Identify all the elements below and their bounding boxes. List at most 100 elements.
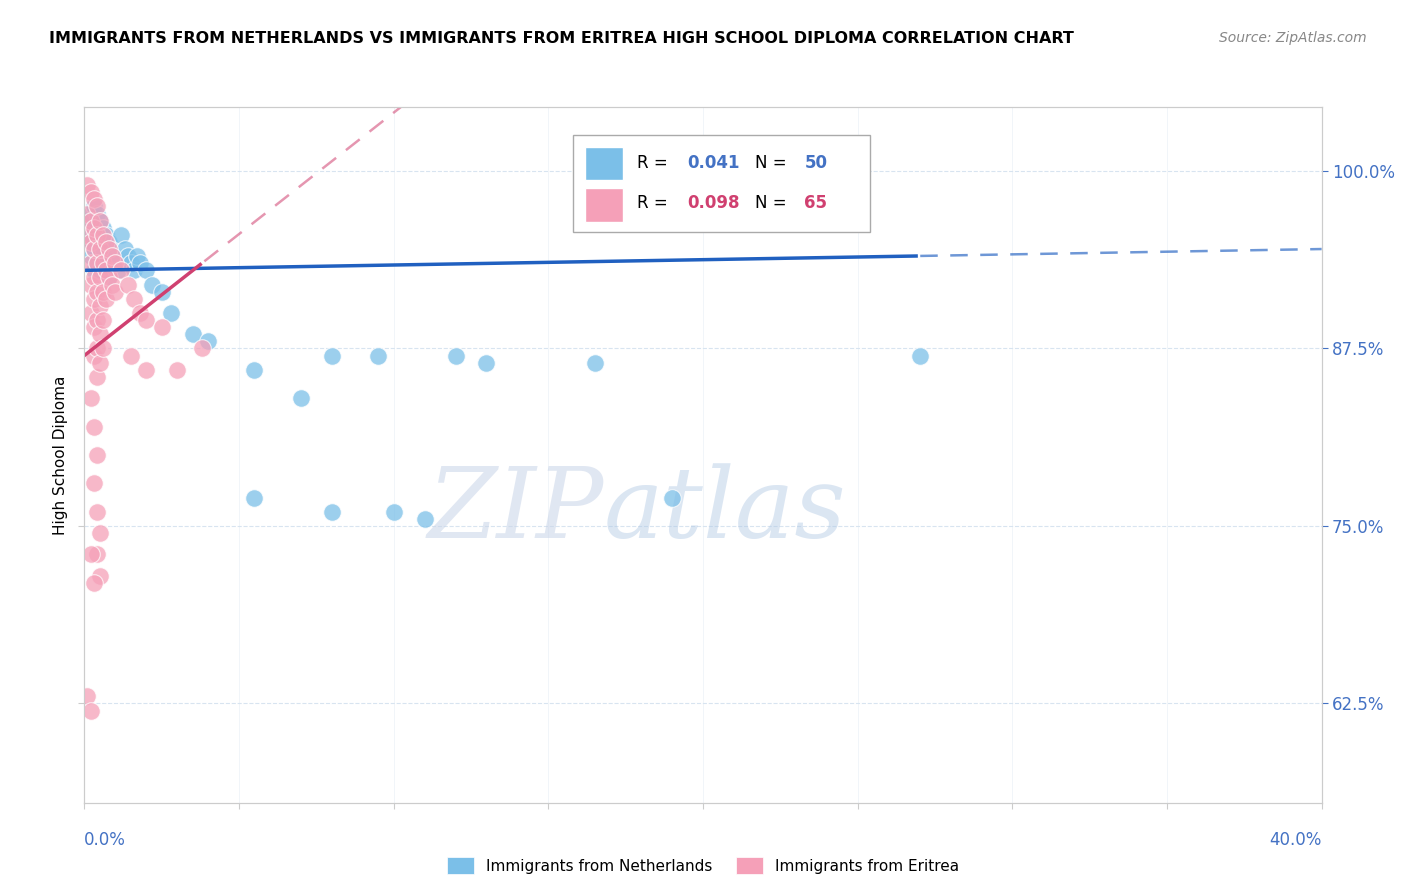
Point bbox=[79, 704, 101, 718]
Point bbox=[83, 320, 105, 334]
Point bbox=[91, 227, 114, 242]
Point bbox=[94, 227, 117, 242]
Point bbox=[83, 263, 105, 277]
Point bbox=[86, 227, 108, 242]
Point bbox=[89, 242, 111, 256]
Point bbox=[91, 220, 114, 235]
Point bbox=[135, 362, 157, 376]
Point bbox=[83, 199, 105, 213]
Point bbox=[89, 263, 111, 277]
Point bbox=[98, 235, 121, 249]
Point bbox=[135, 263, 157, 277]
Point bbox=[120, 349, 142, 363]
Text: N =: N = bbox=[755, 194, 792, 212]
Text: IMMIGRANTS FROM NETHERLANDS VS IMMIGRANTS FROM ERITREA HIGH SCHOOL DIPLOMA CORRE: IMMIGRANTS FROM NETHERLANDS VS IMMIGRANT… bbox=[49, 31, 1074, 46]
Point bbox=[76, 178, 98, 193]
Point bbox=[98, 270, 121, 285]
Point bbox=[150, 285, 173, 299]
Point bbox=[129, 256, 152, 270]
Point bbox=[91, 313, 114, 327]
Point bbox=[321, 505, 343, 519]
Point bbox=[908, 349, 931, 363]
Point bbox=[141, 277, 163, 292]
Point bbox=[76, 690, 98, 704]
Point bbox=[191, 342, 214, 356]
Point bbox=[243, 362, 266, 376]
Point bbox=[122, 292, 145, 306]
Text: 0.0%: 0.0% bbox=[84, 830, 127, 848]
Point bbox=[86, 256, 108, 270]
Point bbox=[107, 263, 129, 277]
Point bbox=[101, 249, 124, 263]
Point bbox=[83, 220, 105, 235]
Point bbox=[98, 242, 121, 256]
Point bbox=[104, 285, 127, 299]
Point bbox=[101, 249, 124, 263]
Point bbox=[382, 505, 405, 519]
Point bbox=[110, 227, 132, 242]
Point bbox=[89, 568, 111, 582]
Text: atlas: atlas bbox=[605, 463, 846, 558]
Point bbox=[89, 526, 111, 541]
Point bbox=[79, 547, 101, 561]
FancyBboxPatch shape bbox=[585, 188, 623, 222]
Point bbox=[321, 349, 343, 363]
Point bbox=[104, 256, 127, 270]
Point bbox=[79, 227, 101, 242]
Point bbox=[444, 349, 467, 363]
Point bbox=[104, 256, 127, 270]
Point bbox=[86, 206, 108, 220]
Text: N =: N = bbox=[755, 154, 792, 172]
Point bbox=[79, 277, 101, 292]
Point bbox=[94, 292, 117, 306]
Point bbox=[110, 263, 132, 277]
Point bbox=[86, 547, 108, 561]
FancyBboxPatch shape bbox=[574, 135, 870, 232]
Point bbox=[129, 306, 152, 320]
Point bbox=[89, 235, 111, 249]
Point bbox=[83, 220, 105, 235]
Point bbox=[86, 313, 108, 327]
Text: R =: R = bbox=[637, 154, 673, 172]
Point bbox=[150, 320, 173, 334]
Point bbox=[79, 206, 101, 220]
Point bbox=[76, 206, 98, 220]
Point bbox=[181, 327, 204, 342]
Point bbox=[76, 235, 98, 249]
Point bbox=[86, 227, 108, 242]
Point bbox=[89, 213, 111, 227]
Text: 40.0%: 40.0% bbox=[1270, 830, 1322, 848]
Point bbox=[83, 575, 105, 590]
Point bbox=[91, 242, 114, 256]
Point bbox=[79, 213, 101, 227]
Point bbox=[243, 491, 266, 505]
Point bbox=[101, 277, 124, 292]
Point bbox=[197, 334, 219, 349]
Point bbox=[79, 186, 101, 200]
Point bbox=[661, 491, 683, 505]
Point bbox=[135, 313, 157, 327]
Point bbox=[83, 192, 105, 206]
Point bbox=[290, 391, 312, 405]
Point bbox=[83, 242, 105, 256]
Point bbox=[94, 263, 117, 277]
Point bbox=[91, 342, 114, 356]
Point bbox=[83, 292, 105, 306]
Point bbox=[86, 256, 108, 270]
Point bbox=[89, 356, 111, 370]
Point bbox=[79, 235, 101, 249]
Point bbox=[79, 249, 101, 263]
Point bbox=[413, 512, 436, 526]
Point bbox=[86, 285, 108, 299]
FancyBboxPatch shape bbox=[585, 146, 623, 180]
Text: 65: 65 bbox=[804, 194, 828, 212]
Point bbox=[160, 306, 183, 320]
Point bbox=[94, 235, 117, 249]
Point bbox=[79, 256, 101, 270]
Point bbox=[122, 263, 145, 277]
Point bbox=[86, 342, 108, 356]
Point bbox=[166, 362, 188, 376]
Text: 0.041: 0.041 bbox=[688, 154, 740, 172]
Point bbox=[91, 285, 114, 299]
Point bbox=[89, 327, 111, 342]
